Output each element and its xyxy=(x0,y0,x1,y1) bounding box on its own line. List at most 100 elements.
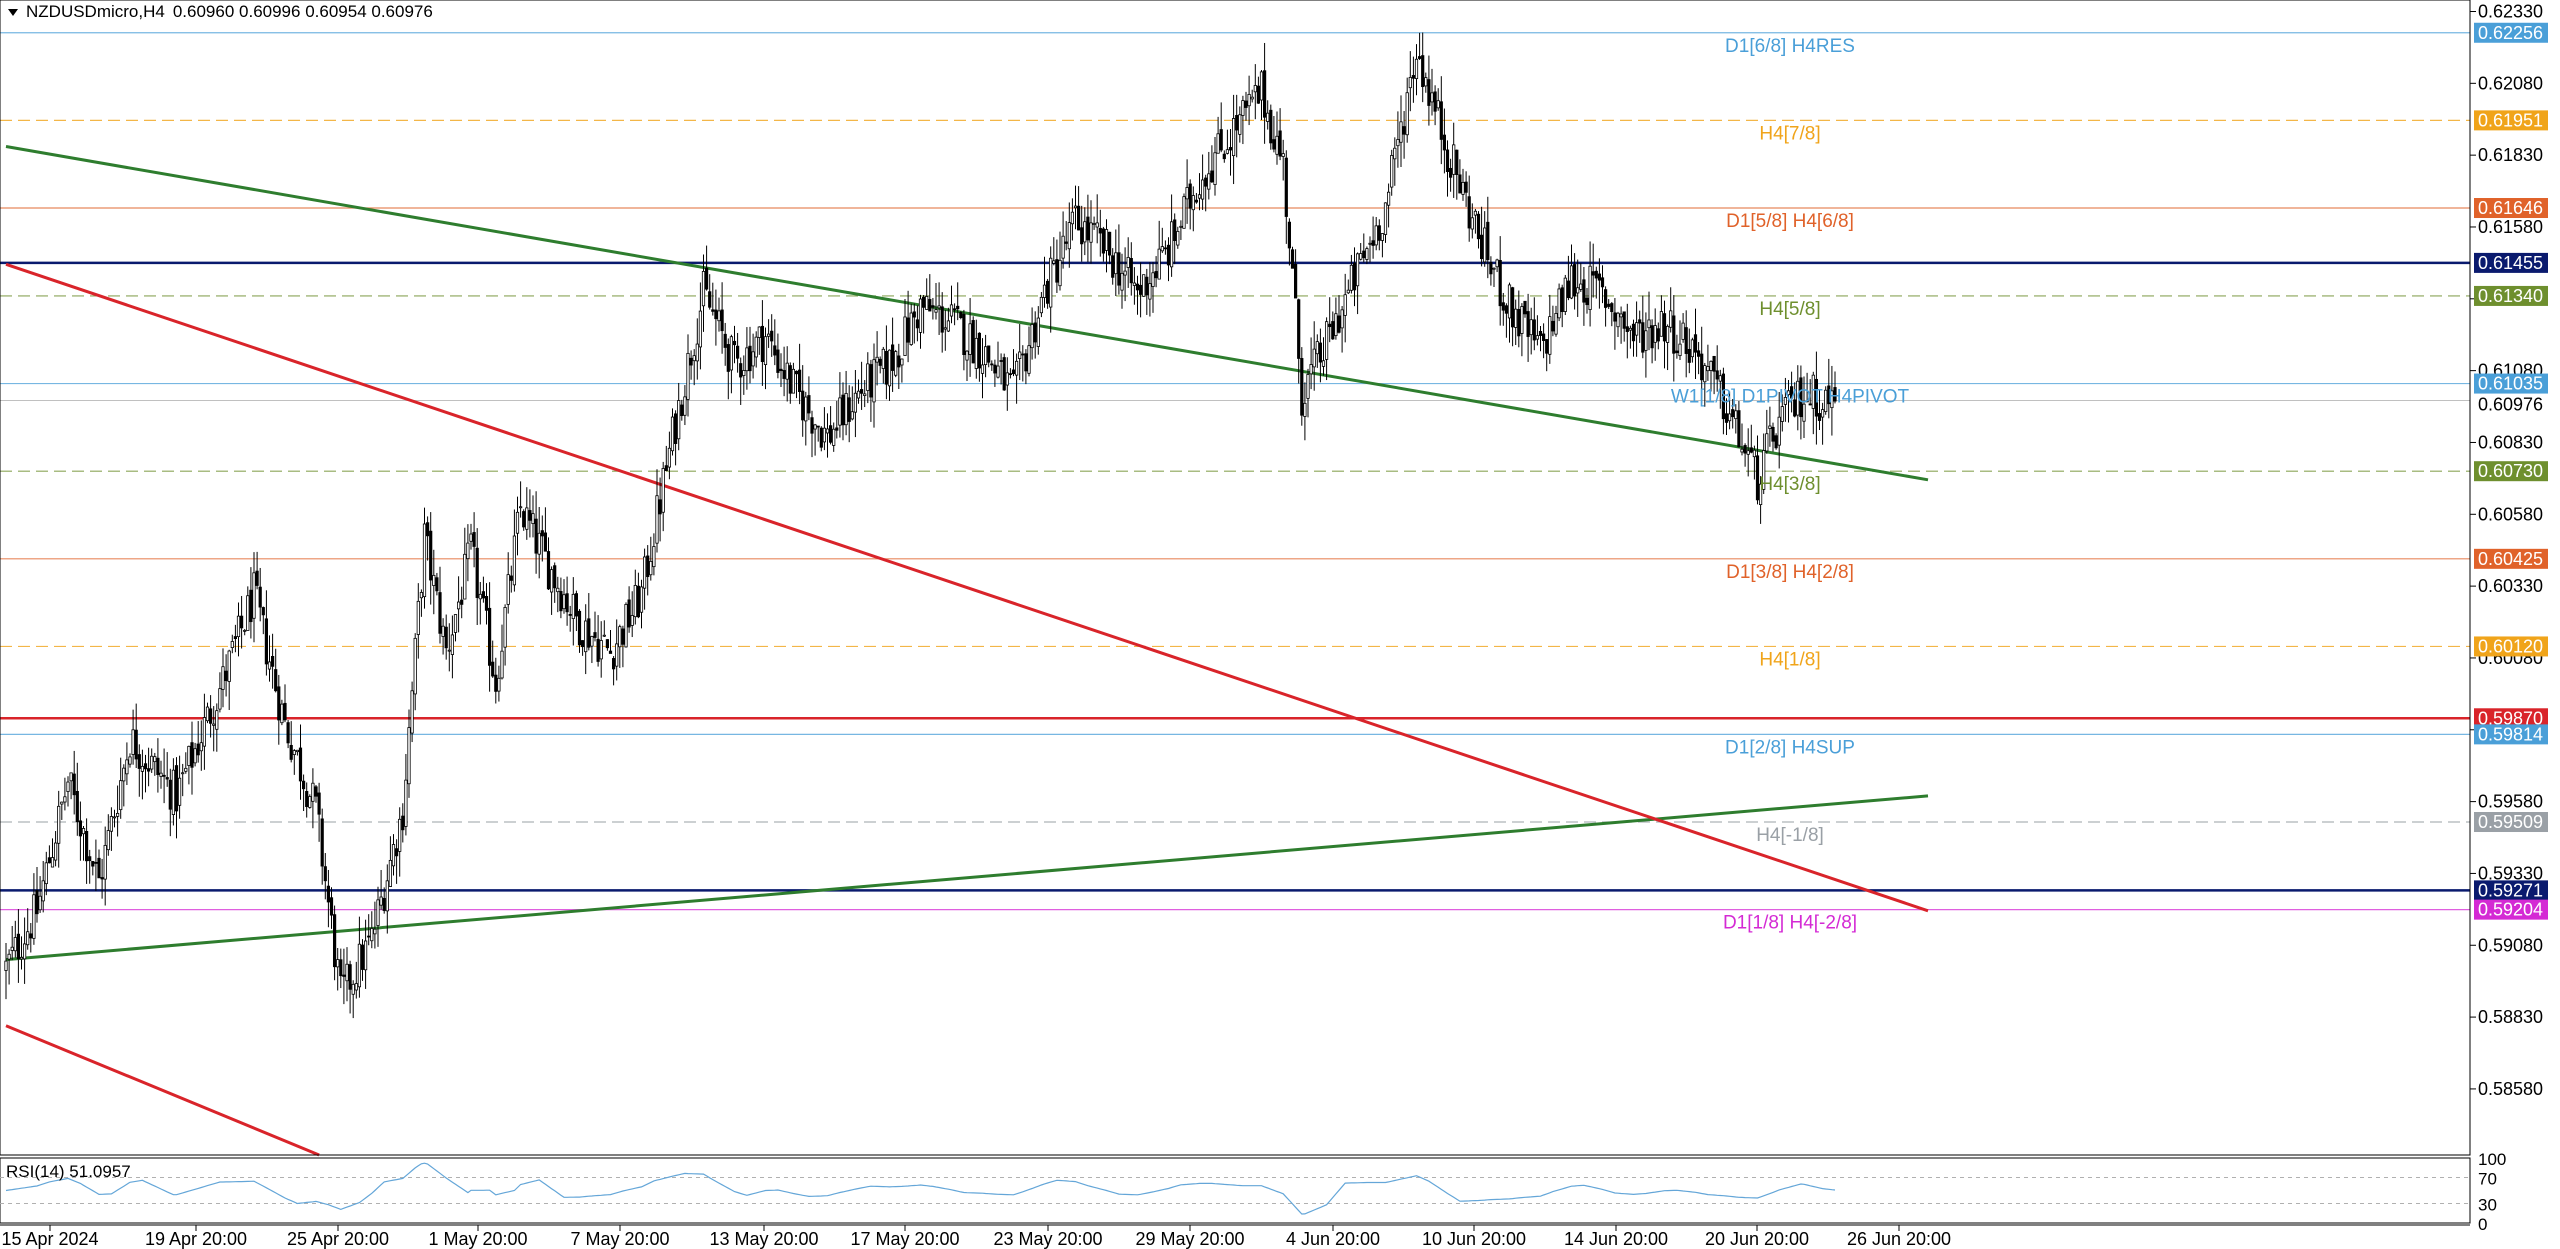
rsi-scale-label: 0 xyxy=(2478,1215,2487,1234)
candle-body xyxy=(891,344,895,371)
candle-body xyxy=(1607,303,1611,307)
candle-body xyxy=(1442,134,1446,151)
candle-body xyxy=(7,953,11,960)
candle-body xyxy=(398,818,402,852)
candle-body xyxy=(1098,227,1102,234)
candle-body xyxy=(593,632,597,638)
candle-body xyxy=(1808,403,1812,406)
candle-body xyxy=(224,670,228,682)
candle-body xyxy=(1266,112,1270,122)
candle-body xyxy=(943,327,947,330)
candle-body xyxy=(1597,273,1601,281)
candle-body xyxy=(1805,400,1809,403)
candle-body xyxy=(1148,283,1152,300)
candle-body xyxy=(425,522,430,537)
candle-body xyxy=(475,547,479,598)
candle-body xyxy=(438,592,442,634)
candle-body xyxy=(962,313,966,356)
candle-body xyxy=(1411,75,1415,79)
candle-body xyxy=(751,351,755,367)
level-label: D1[3/8] H4[2/8] xyxy=(1726,562,1854,583)
candle-body xyxy=(60,801,64,805)
candle-body xyxy=(565,593,569,613)
candle-body xyxy=(1588,265,1592,310)
collapse-triangle-icon[interactable] xyxy=(8,8,18,16)
candle-body xyxy=(1759,483,1763,506)
time-label: 15 Apr 2024 xyxy=(1,1229,98,1249)
candle-body xyxy=(922,296,926,308)
candle-body xyxy=(1002,357,1006,391)
candle-body xyxy=(599,640,603,660)
candle-body xyxy=(1647,319,1651,329)
candle-body xyxy=(556,587,560,593)
candle-body xyxy=(379,896,383,906)
candle-body xyxy=(587,618,591,648)
candle-body xyxy=(1650,325,1654,349)
candle-body xyxy=(646,555,650,578)
candle-body xyxy=(1272,139,1276,150)
candle-body xyxy=(1033,322,1037,343)
candle-body xyxy=(946,320,951,332)
time-axis: 15 Apr 2024 19 Apr 20:00 25 Apr 20:00 1 May… xyxy=(0,1224,2470,1249)
candle-body xyxy=(274,669,278,692)
candle-body xyxy=(1058,259,1062,287)
candle-body xyxy=(323,866,327,882)
candle-body xyxy=(342,974,346,977)
candle-body xyxy=(174,765,179,812)
price-tag-label: 0.62256 xyxy=(2478,23,2543,43)
candle-body xyxy=(320,818,324,867)
candle-body xyxy=(1473,210,1477,216)
candle-body xyxy=(1349,264,1353,291)
candle-body xyxy=(1700,353,1704,381)
price-tick-label: 0.59330 xyxy=(2478,863,2543,883)
candle-body xyxy=(125,759,129,775)
candle-body xyxy=(1635,322,1639,336)
candle-body xyxy=(1728,413,1732,422)
candle-body xyxy=(32,894,36,939)
candle-body xyxy=(1346,289,1350,294)
level-label: H4[3/8] xyxy=(1759,474,1820,495)
candle-body xyxy=(212,723,216,726)
candle-body xyxy=(1194,199,1198,203)
candle-body xyxy=(357,943,362,988)
candle-body xyxy=(903,316,907,356)
candle-body xyxy=(1108,231,1112,256)
candle-body xyxy=(1545,339,1549,354)
candle-body xyxy=(1600,277,1605,288)
candle-body xyxy=(1356,253,1360,287)
candle-body xyxy=(881,348,885,369)
candle-body xyxy=(1628,327,1632,331)
candle-body xyxy=(1306,374,1310,399)
candle-body xyxy=(866,363,870,391)
candle-body xyxy=(292,750,296,756)
candle-body xyxy=(887,349,892,387)
candle-body xyxy=(525,507,529,530)
candle-body xyxy=(711,309,715,312)
candle-body xyxy=(1591,271,1595,276)
candle-body xyxy=(1523,300,1527,315)
level-labels: D1[6/8] H4RES H4[7/8] D1[5/8] H4[6/8] H4[5/… xyxy=(1671,36,1910,934)
candle-body xyxy=(1244,100,1248,108)
candle-body xyxy=(844,393,848,426)
candle-body xyxy=(1579,283,1583,290)
candle-body xyxy=(311,782,315,802)
candle-body xyxy=(683,396,687,416)
candle-body xyxy=(618,626,622,648)
candle-body xyxy=(686,352,690,400)
candle-body xyxy=(422,523,427,598)
price-tag-label: 0.59509 xyxy=(2478,812,2543,832)
candle-body xyxy=(1467,196,1471,229)
candle-body xyxy=(1030,324,1034,349)
candle-body xyxy=(794,370,799,375)
candle-body xyxy=(993,364,997,374)
candle-body xyxy=(692,355,696,362)
candle-body xyxy=(1740,448,1744,453)
candle-body xyxy=(953,308,957,311)
candle-body xyxy=(54,842,58,861)
candle-body xyxy=(1151,272,1155,287)
candle-body xyxy=(816,425,820,428)
candle-body xyxy=(469,533,473,542)
price-tag xyxy=(2474,636,2548,657)
price-tag-label: 0.60120 xyxy=(2478,636,2543,656)
